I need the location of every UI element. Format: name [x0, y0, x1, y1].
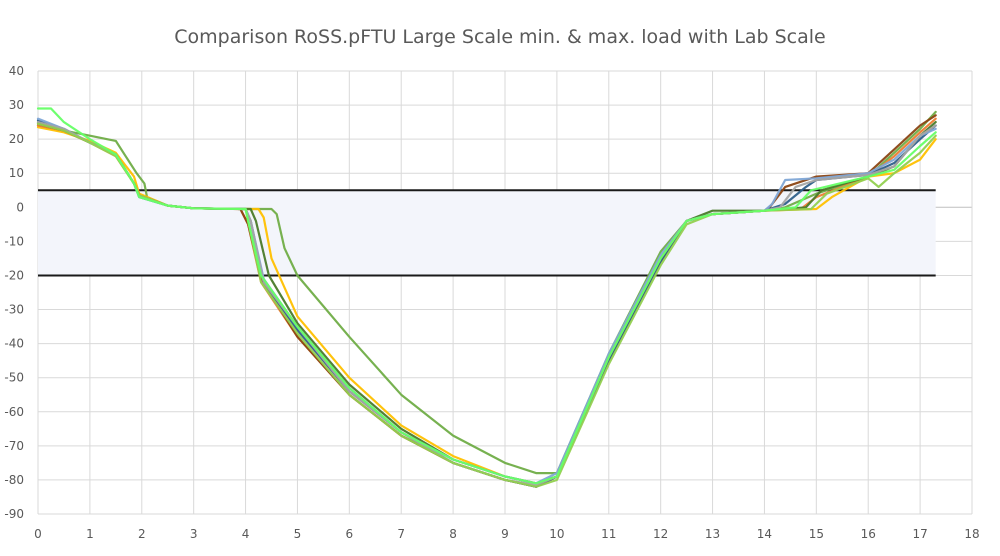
y-tick-label: -30: [4, 303, 24, 317]
y-tick-label: -10: [4, 234, 24, 248]
y-tick-label: 10: [9, 166, 24, 180]
y-tick-label: -40: [4, 337, 24, 351]
series-line-8: [36, 121, 937, 487]
series-line-1: [36, 110, 937, 475]
x-tick-label: 5: [294, 527, 302, 541]
y-tick-label: -80: [4, 473, 24, 487]
series-lines: [36, 107, 937, 488]
series-line-4: [36, 114, 937, 488]
x-tick-label: 10: [549, 527, 564, 541]
x-tick-label: 16: [861, 527, 876, 541]
x-tick-label: 13: [705, 527, 720, 541]
x-tick-label: 2: [138, 527, 146, 541]
x-tick-label: 18: [964, 527, 979, 541]
x-tick-label: 4: [242, 527, 250, 541]
gridlines: [37, 70, 973, 515]
series-line-6: [36, 119, 937, 488]
limit-band-fill: [38, 190, 936, 276]
y-tick-label: 0: [16, 200, 24, 214]
y-tick-label: -70: [4, 439, 24, 453]
y-tick-label: 20: [9, 132, 24, 146]
y-tick-label: 30: [9, 98, 24, 112]
x-tick-label: 1: [86, 527, 94, 541]
limit-band: [38, 189, 936, 277]
x-tick-label: 14: [757, 527, 772, 541]
y-tick-label: -50: [4, 371, 24, 385]
x-tick-label: 8: [449, 527, 457, 541]
y-axis-ticks: 40 30 20 10 0 -10 -20 -30 -40 -50 -60 -70 -80 -90: [4, 64, 24, 521]
x-tick-label: 7: [397, 527, 405, 541]
y-tick-label: 40: [9, 64, 24, 78]
series-line-3: [36, 117, 937, 488]
x-tick-label: 11: [601, 527, 616, 541]
x-tick-label: 0: [34, 527, 42, 541]
y-tick-label: -90: [4, 507, 24, 521]
y-tick-label: -20: [4, 268, 24, 282]
x-tick-label: 6: [346, 527, 354, 541]
x-axis-ticks: 0 1 2 3 4 5 6 7 8 9 10 11 12 13 14 15 16 17 18: [34, 527, 979, 541]
series-line-5: [36, 121, 937, 485]
x-tick-label: 15: [809, 527, 824, 541]
chart-title: Comparison RoSS.pFTU Large Scale min. & …: [174, 26, 826, 48]
x-tick-label: 3: [190, 527, 198, 541]
x-tick-label: 12: [653, 527, 668, 541]
series-line-10: [36, 107, 937, 485]
x-tick-label: 9: [501, 527, 509, 541]
y-tick-label: -60: [4, 405, 24, 419]
x-tick-label: 17: [912, 527, 927, 541]
